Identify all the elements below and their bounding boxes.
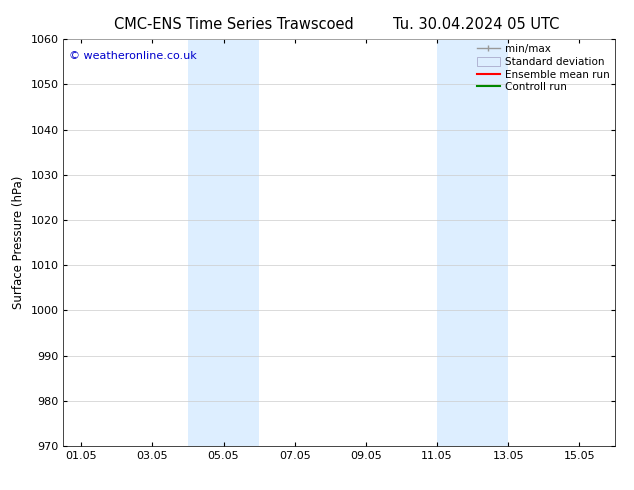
Text: Tu. 30.04.2024 05 UTC: Tu. 30.04.2024 05 UTC [393,17,559,32]
Y-axis label: Surface Pressure (hPa): Surface Pressure (hPa) [12,176,25,309]
Text: © weatheronline.co.uk: © weatheronline.co.uk [69,51,197,61]
Bar [188,39,259,446]
Bar [437,39,508,446]
Legend: min/max, Standard deviation, Ensemble mean run, Controll run: min/max, Standard deviation, Ensemble me… [475,42,612,94]
Text: CMC-ENS Time Series Trawscoed: CMC-ENS Time Series Trawscoed [114,17,354,32]
